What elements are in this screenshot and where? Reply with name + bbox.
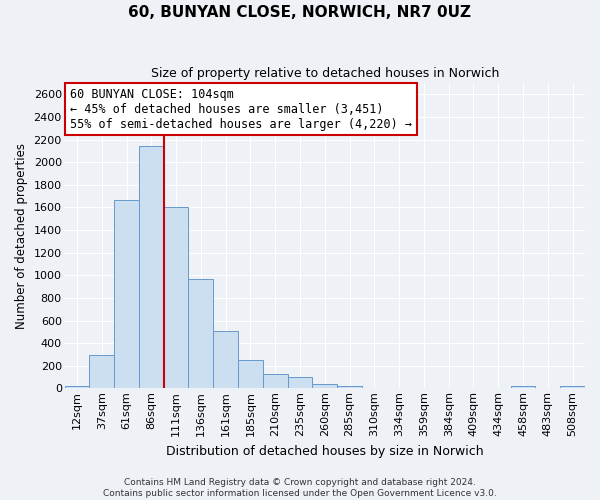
Bar [89, 355, 114, 388]
Bar [65, 386, 89, 388]
Bar [313, 384, 337, 388]
Bar [139, 146, 164, 388]
Bar [337, 386, 362, 388]
Bar [213, 332, 238, 388]
Bar [263, 374, 287, 388]
Bar [238, 360, 263, 388]
X-axis label: Distribution of detached houses by size in Norwich: Distribution of detached houses by size … [166, 444, 484, 458]
Bar [164, 208, 188, 388]
Text: 60 BUNYAN CLOSE: 104sqm
← 45% of detached houses are smaller (3,451)
55% of semi: 60 BUNYAN CLOSE: 104sqm ← 45% of detache… [70, 88, 412, 130]
Text: 60, BUNYAN CLOSE, NORWICH, NR7 0UZ: 60, BUNYAN CLOSE, NORWICH, NR7 0UZ [128, 5, 472, 20]
Y-axis label: Number of detached properties: Number of detached properties [15, 142, 28, 328]
Title: Size of property relative to detached houses in Norwich: Size of property relative to detached ho… [151, 68, 499, 80]
Bar [287, 377, 313, 388]
Bar [188, 278, 213, 388]
Text: Contains HM Land Registry data © Crown copyright and database right 2024.
Contai: Contains HM Land Registry data © Crown c… [103, 478, 497, 498]
Bar [560, 386, 585, 388]
Bar [511, 386, 535, 388]
Bar [114, 200, 139, 388]
